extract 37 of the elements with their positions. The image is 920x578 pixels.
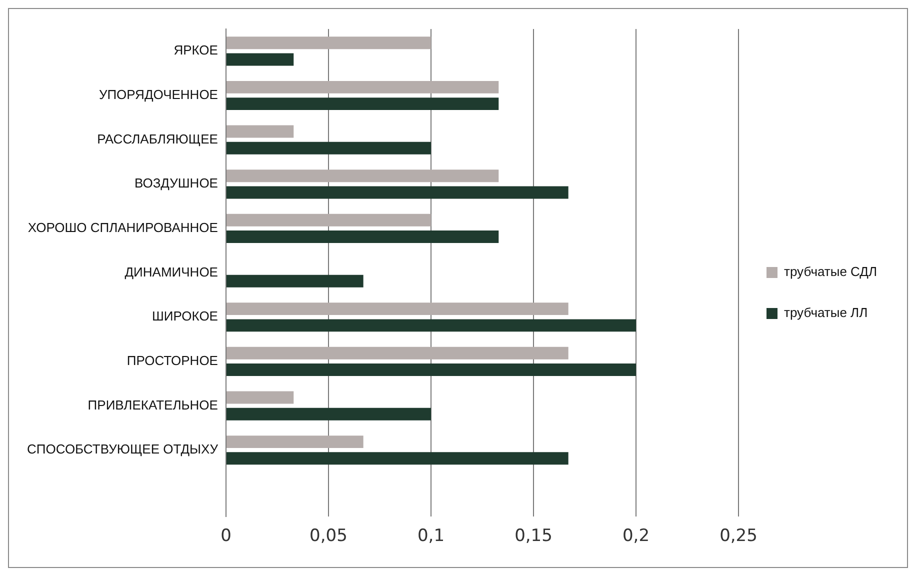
bar	[226, 230, 499, 244]
bar	[226, 346, 568, 360]
bar	[226, 408, 431, 420]
y-tick-label: ВОЗДУШНОЕ	[134, 176, 218, 191]
bar	[226, 98, 499, 110]
y-tick-label: ШИРОКОЕ	[152, 308, 218, 324]
bar	[226, 186, 568, 199]
bar	[226, 53, 294, 66]
bar	[226, 170, 499, 182]
x-tick-label: 0,2	[622, 526, 650, 546]
y-tick-label: СПОСОБСТВУЮЩЕЕ ОТДЫХУ	[26, 442, 219, 457]
y-tick-label: ДИНАМИЧНОЕ	[124, 264, 218, 280]
y-tick-label: УПОРЯДОЧЕННОЕ	[98, 87, 218, 102]
legend-label: трубчатые СДЛ	[784, 264, 878, 280]
bar	[226, 302, 568, 316]
x-tick-label: 0	[220, 526, 232, 546]
bar	[226, 80, 499, 94]
bar	[226, 391, 294, 404]
bar	[226, 452, 568, 465]
x-tick-label: 0,1	[417, 526, 445, 546]
bar	[226, 36, 431, 50]
y-tick-label: ПРИВЛЕКАТЕЛЬНОЕ	[88, 397, 218, 412]
bar	[226, 319, 636, 332]
y-tick-label: РАССЛАБЛЯЮЩЕЕ	[97, 131, 218, 146]
bar	[226, 214, 431, 226]
bar	[226, 274, 364, 288]
x-tick-label: 0,05	[310, 526, 348, 546]
y-tick-label: ХОРОШО СПЛАНИРОВАННОЕ	[28, 220, 218, 236]
x-tick-label: 0,15	[514, 526, 552, 546]
bar	[226, 436, 364, 448]
bar	[226, 142, 431, 154]
y-tick-label: ПРОСТОРНОЕ	[126, 353, 218, 368]
bar	[226, 125, 294, 138]
bar	[226, 364, 636, 376]
y-tick-label: ЯРКОЕ	[174, 42, 218, 58]
legend-label: трубчатые ЛЛ	[784, 305, 868, 320]
x-tick-label: 0,25	[720, 526, 758, 546]
